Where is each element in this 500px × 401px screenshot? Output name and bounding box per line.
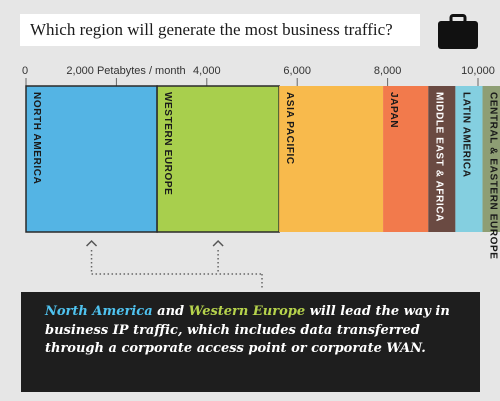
axis-ticks: 0 2,000 Petabytes / month 4,000 6,000 8,000 1… [22, 65, 495, 86]
tick-label: 6,000 [283, 65, 311, 77]
briefcase-icon [438, 14, 478, 49]
bar-label: ASIA PACIFIC [284, 92, 295, 165]
callout-box: North America and Western Europe will le… [21, 292, 480, 392]
bars: NORTH AMERICA WESTERN EUROPE ASIA PACIFIC J… [25, 85, 500, 260]
tick-label: 0 [22, 65, 28, 77]
bar-label: LATIN AMERICA [460, 92, 471, 178]
highlight-pointers [86, 239, 263, 290]
bar-label: CENTRAL & EASTERN EUROPE [488, 92, 499, 260]
bar-segment [156, 85, 280, 233]
bar-label: WESTERN EUROPE [162, 92, 173, 195]
callout-connector: and [157, 304, 185, 319]
bar-segment [455, 86, 483, 232]
bar-chart: 0 2,000 Petabytes / month 4,000 6,000 8,000 1… [22, 65, 500, 290]
bar-segment [279, 86, 384, 232]
caret-icon [86, 239, 98, 247]
chart-title: Which region will generate the most busi… [30, 20, 393, 39]
callout-region-western-europe: Western Europe [188, 304, 306, 319]
bar-label: JAPAN [388, 92, 399, 128]
callout-text: will lead the way in business IP traffic… [45, 304, 450, 356]
callout-region-north-america: North America [45, 304, 153, 319]
bar-label: NORTH AMERICA [31, 92, 42, 184]
tick-label: 8,000 [374, 65, 402, 77]
bar-label: MIDDLE EAST & AFRICA [433, 92, 444, 222]
tick-label: 10,000 [461, 65, 495, 77]
caret-icon [212, 239, 224, 247]
bar-segment [25, 85, 158, 233]
title-banner: Which region will generate the most busi… [20, 14, 420, 46]
tick-label: 2,000 Petabytes / month [66, 65, 185, 77]
bar-segment [383, 86, 429, 232]
bar-segment [428, 86, 456, 232]
bar-segment [482, 86, 500, 232]
tick-label: 4,000 [193, 65, 221, 77]
